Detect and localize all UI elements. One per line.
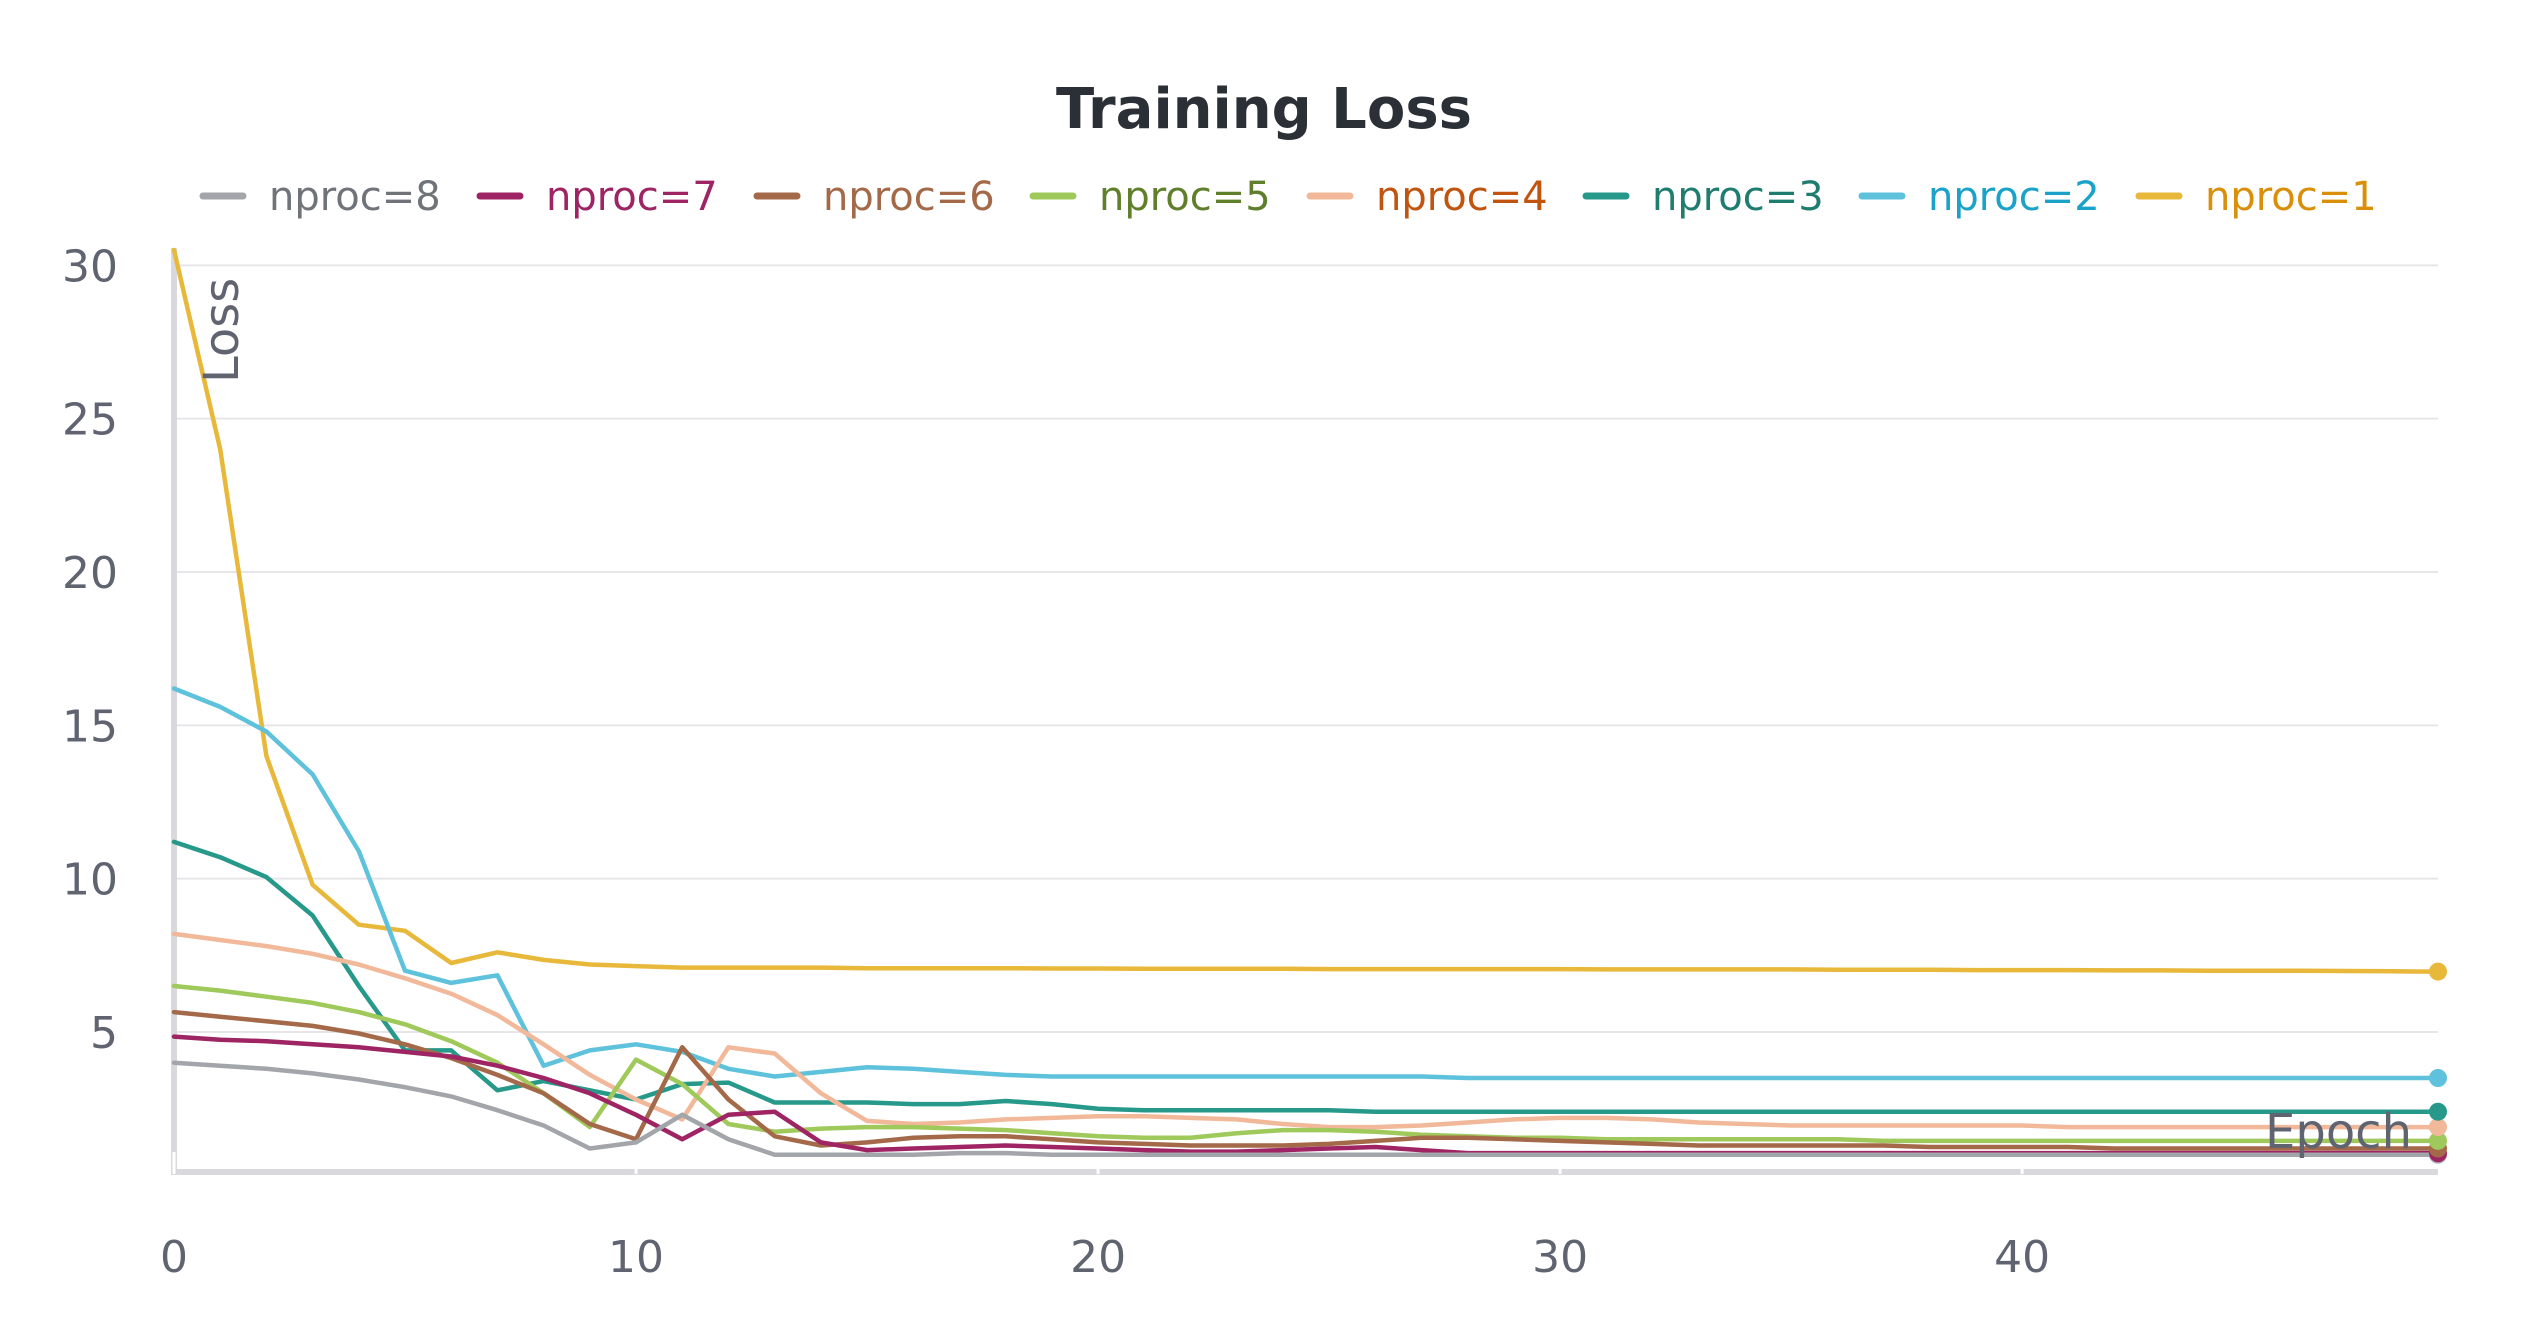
series-endpoints [2429,962,2447,1164]
legend-label: nproc=3 [1652,174,1824,220]
legend-label: nproc=2 [1928,174,2100,220]
series-endpoint-nproc-4 [2429,1118,2447,1137]
x-tick-labels: 0 10 20 30 40 [160,1152,2050,1283]
y-tick-label: 15 [62,701,118,752]
y-axis-title: Loss [194,278,250,383]
x-tick-label: 0 [160,1232,188,1283]
legend-label: nproc=1 [2205,174,2377,220]
y-tick-label: 25 [62,395,118,446]
y-tick-label: 20 [62,548,118,599]
grid-lines [174,264,2438,1033]
series-line-nproc-8 [171,1060,2441,1157]
series-endpoint-nproc-2 [2429,1069,2447,1087]
series-line-nproc-6 [171,1009,2441,1151]
series-line-nproc-1 [171,247,2441,974]
series-endpoint-nproc-3 [2429,1102,2447,1121]
x-tick-label: 20 [1070,1232,1126,1283]
y-tick-label: 30 [62,241,118,292]
legend: nproc=8 nproc=7 nproc=6 nproc=5 nproc=4 nproc… [199,174,2377,220]
legend-item[interactable]: nproc=3 [1582,174,1824,220]
x-tick-label: 40 [1994,1232,2050,1283]
y-tick-label: 5 [90,1008,118,1059]
series-endpoint-nproc-5 [2429,1131,2447,1150]
series-lines [171,247,2441,1157]
chart-title: Training Loss [1056,77,1472,142]
series-line-nproc-7 [171,1034,2441,1156]
series-line-nproc-4 [171,931,2441,1130]
legend-item[interactable]: nproc=1 [2135,174,2377,220]
legend-item[interactable]: nproc=4 [1306,174,1548,220]
y-tick-labels: 5 10 15 20 25 30 [62,241,118,1059]
legend-item[interactable]: nproc=5 [1029,174,1271,220]
x-tick-label: 10 [608,1232,664,1283]
legend-label: nproc=8 [269,174,441,220]
legend-item[interactable]: nproc=6 [753,174,995,220]
legend-item[interactable]: nproc=8 [199,174,441,220]
x-axis-title: Epoch [2265,1104,2412,1160]
legend-label: nproc=5 [1099,174,1271,220]
legend-item[interactable]: nproc=7 [476,174,718,220]
legend-label: nproc=6 [823,174,995,220]
legend-label: nproc=7 [546,174,718,220]
legend-label: nproc=4 [1376,174,1548,220]
legend-item[interactable]: nproc=2 [1858,174,2100,220]
y-tick-label: 10 [62,855,118,906]
series-line-nproc-2 [171,686,2441,1081]
series-endpoint-nproc-1 [2429,962,2447,981]
axes [171,248,2438,1175]
x-tick-label: 30 [1532,1232,1588,1283]
